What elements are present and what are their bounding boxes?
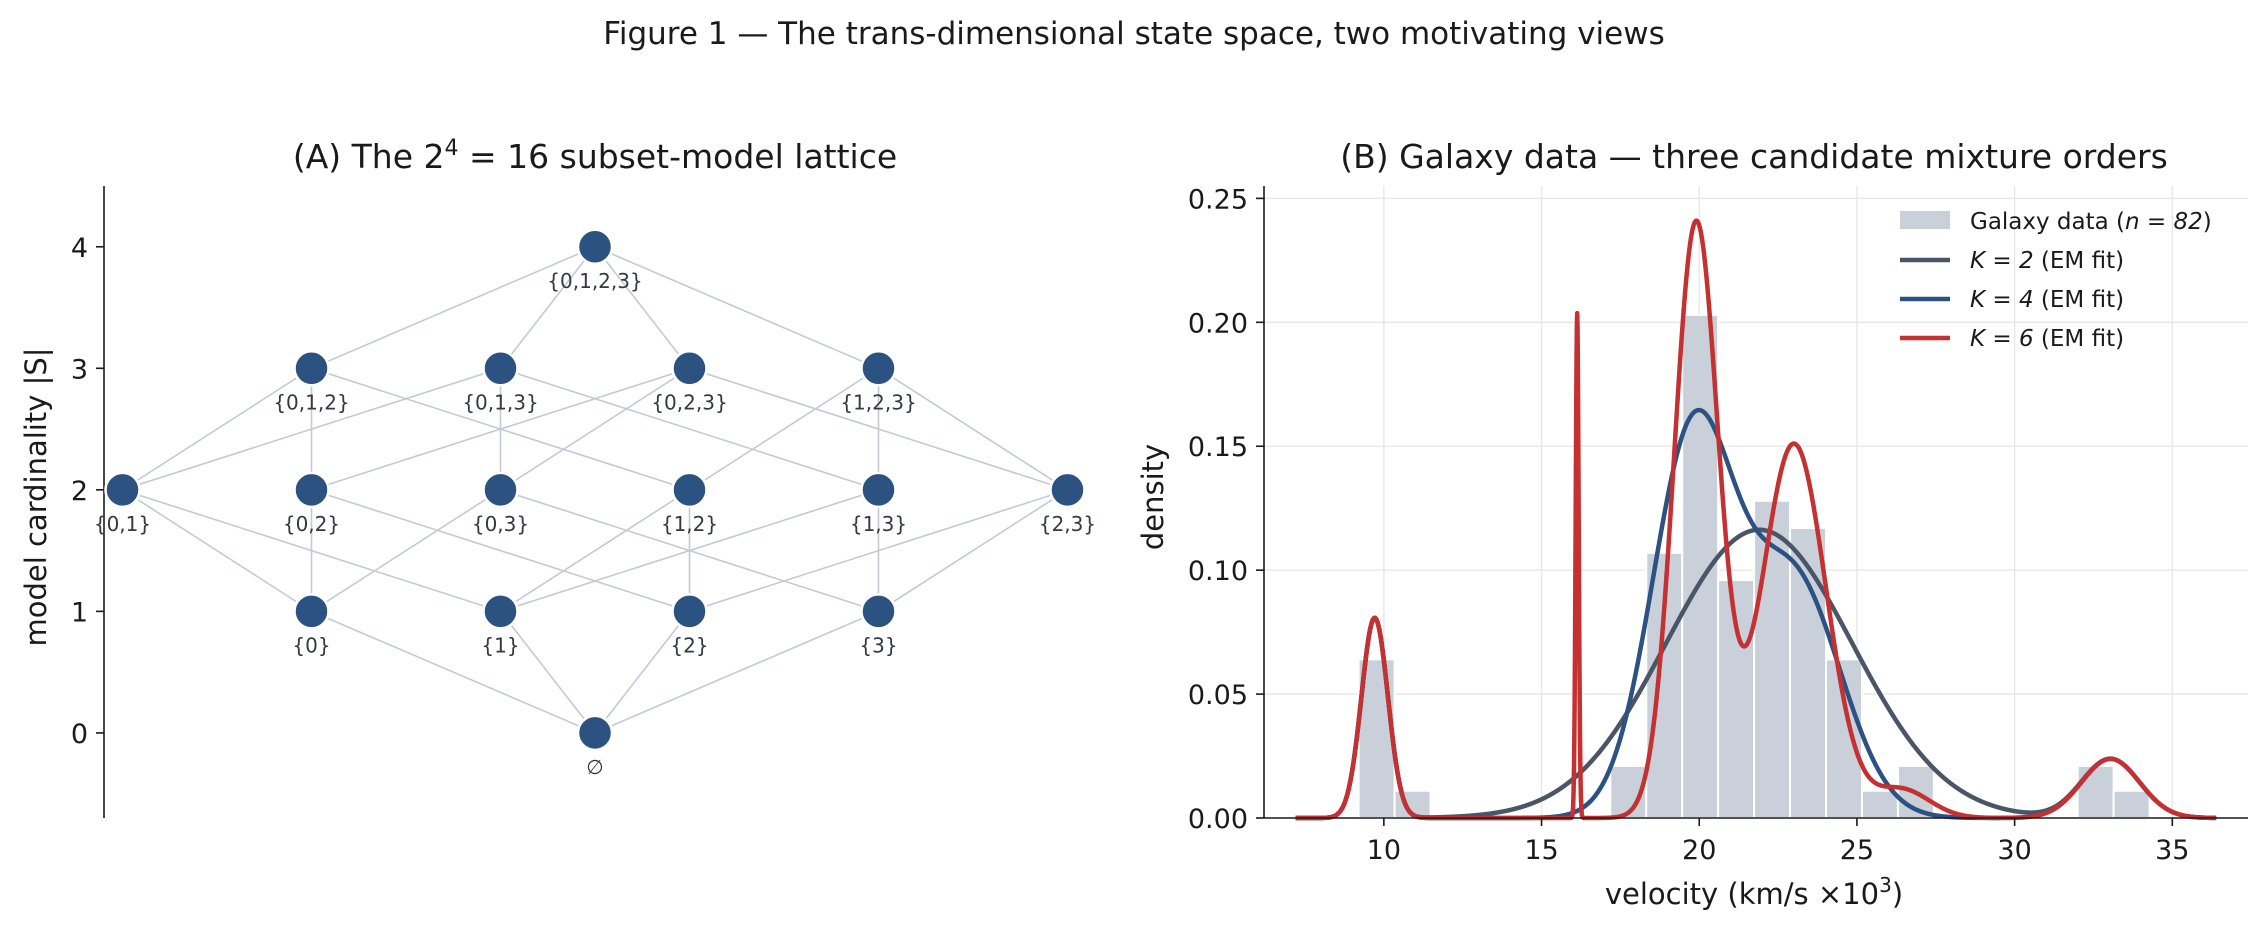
panel-b-x-tick-label: 10 [1367, 835, 1401, 866]
panel-b-title: (B) Galaxy data — three candidate mixtur… [1340, 137, 2168, 176]
lattice-node [576, 228, 614, 266]
lattice-edge [500, 367, 690, 491]
lattice-edge [311, 489, 690, 613]
lattice-node-label: {1,2,3} [840, 390, 916, 414]
lattice-node-label: {0,1,2} [273, 390, 349, 414]
panel-b-y-tick-label: 0.10 [1188, 556, 1248, 587]
lattice-node [293, 471, 330, 509]
histogram-bar [1860, 789, 1899, 819]
figure-suptitle: Figure 1 — The trans-dimensional state s… [603, 16, 1665, 52]
panel-a-y-tick-label: 3 [71, 354, 88, 385]
lattice-node [482, 593, 519, 630]
lattice-nodes: ∅ {0} {1} {2} {3} {0,1} {0,2} {0,3} {1,2} {1,3} {2… [94, 228, 1096, 779]
lattice-node-label: {0,3} [472, 512, 529, 536]
lattice-edge [878, 489, 1068, 613]
lattice-edge [594, 246, 879, 370]
panel-a-title: (A) The 24 = 16 subset-model lattice [293, 136, 897, 176]
lattice-node-label: {0,1,3} [462, 390, 538, 414]
lattice-node [293, 593, 330, 630]
lattice-node-label: {2} [670, 633, 708, 657]
lattice-node [576, 714, 614, 752]
panel-b-x-tick-label: 25 [1840, 835, 1874, 866]
lattice-edge [122, 489, 501, 613]
panel-b-legend: Galaxy data (n = 82) K = 2 (EM fit) K = … [1900, 209, 2212, 352]
lattice-edge [500, 489, 690, 613]
panel-a-lattice: (A) The 24 = 16 subset-model lattice 0 1 2… [19, 136, 1096, 818]
panel-b-x-tick-label: 15 [1524, 835, 1558, 866]
panel-b-y-tick-label: 0.25 [1188, 184, 1248, 215]
lattice-node-label: {0,2} [283, 512, 340, 536]
histogram-bar [2076, 764, 2115, 819]
lattice-edge [311, 610, 596, 734]
legend-label-histogram: Galaxy data (n = 82) [1970, 209, 2212, 235]
legend-label-k4: K = 4 (EM fit) [1970, 287, 2124, 313]
histogram-bar [2112, 789, 2151, 819]
lattice-node-label: {0,1,2,3} [547, 269, 642, 293]
lattice-edge [594, 610, 879, 734]
lattice-node [482, 471, 519, 509]
panel-b-y-tick-label: 0.15 [1188, 432, 1248, 463]
legend-swatch-histogram [1900, 211, 1950, 229]
lattice-node [671, 471, 708, 509]
lattice-edge [689, 367, 879, 491]
lattice-node [293, 350, 330, 387]
lattice-edge [311, 489, 501, 613]
lattice-node [482, 350, 519, 387]
histogram-bar [1789, 527, 1828, 820]
lattice-edge [499, 610, 596, 734]
histogram-bars [1357, 313, 2151, 820]
legend-label-k6: K = 6 (EM fit) [1970, 326, 2124, 352]
legend-label-k2: K = 2 (EM fit) [1970, 248, 2124, 274]
lattice-edge [689, 367, 1068, 491]
panel-b-y-tick-label: 0.00 [1188, 804, 1248, 835]
lattice-node-label: ∅ [586, 755, 603, 779]
lattice-edge [499, 246, 596, 369]
panel-a-y-tick-label: 0 [71, 719, 88, 750]
lattice-node [860, 350, 897, 387]
panel-b-x-label: velocity (km/s ×103) [1605, 873, 1903, 911]
lattice-node-label: {0} [292, 633, 330, 657]
panel-b-y-tick-label: 0.20 [1188, 308, 1248, 339]
panel-b-y-label: density [1136, 444, 1170, 550]
lattice-node [104, 471, 141, 509]
lattice-node-label: {3} [859, 633, 897, 657]
lattice-edge [311, 367, 690, 491]
lattice-node-label: {0,1} [94, 512, 151, 536]
lattice-node [1049, 471, 1086, 509]
lattice-node-label: {0,2,3} [651, 390, 727, 414]
lattice-edge [878, 367, 1068, 491]
panel-a-y-label: model cardinality |S| [19, 347, 53, 646]
panel-a-y-tick-label: 4 [71, 233, 88, 264]
panel-a-y-axis: 0 1 2 3 4 [71, 186, 105, 818]
lattice-node-label: {2,3} [1039, 512, 1096, 536]
lattice-edge [594, 246, 691, 369]
panel-b-y-tick-label: 0.05 [1188, 680, 1248, 711]
panel-a-y-tick-label: 2 [71, 476, 88, 507]
panel-a-y-tick-label: 1 [71, 597, 88, 628]
panel-b-x-tick-label: 20 [1682, 835, 1716, 866]
lattice-edge [500, 367, 879, 491]
lattice-node [671, 593, 708, 630]
panel-b-galaxy: (B) Galaxy data — three candidate mixtur… [1136, 137, 2248, 911]
lattice-node [860, 593, 897, 630]
lattice-edge [122, 489, 312, 613]
lattice-edge [122, 367, 312, 491]
lattice-edges [122, 246, 1068, 734]
panel-b-x-tick-label: 30 [1997, 835, 2031, 866]
lattice-node [671, 350, 708, 387]
histogram-bar [1753, 499, 1792, 819]
lattice-node [860, 471, 897, 509]
lattice-node-label: {1,2} [661, 512, 718, 536]
lattice-edge [500, 489, 879, 613]
panel-b-x-tick-label: 35 [2155, 835, 2189, 866]
lattice-node-label: {1,3} [850, 512, 907, 536]
panel-b-axes: 10 15 20 25 30 35 0.00 0.05 0.10 0.15 0.20 0.25 [1188, 184, 2248, 866]
lattice-edge [311, 246, 596, 370]
lattice-node-label: {1} [481, 633, 519, 657]
lattice-edge [594, 610, 691, 734]
